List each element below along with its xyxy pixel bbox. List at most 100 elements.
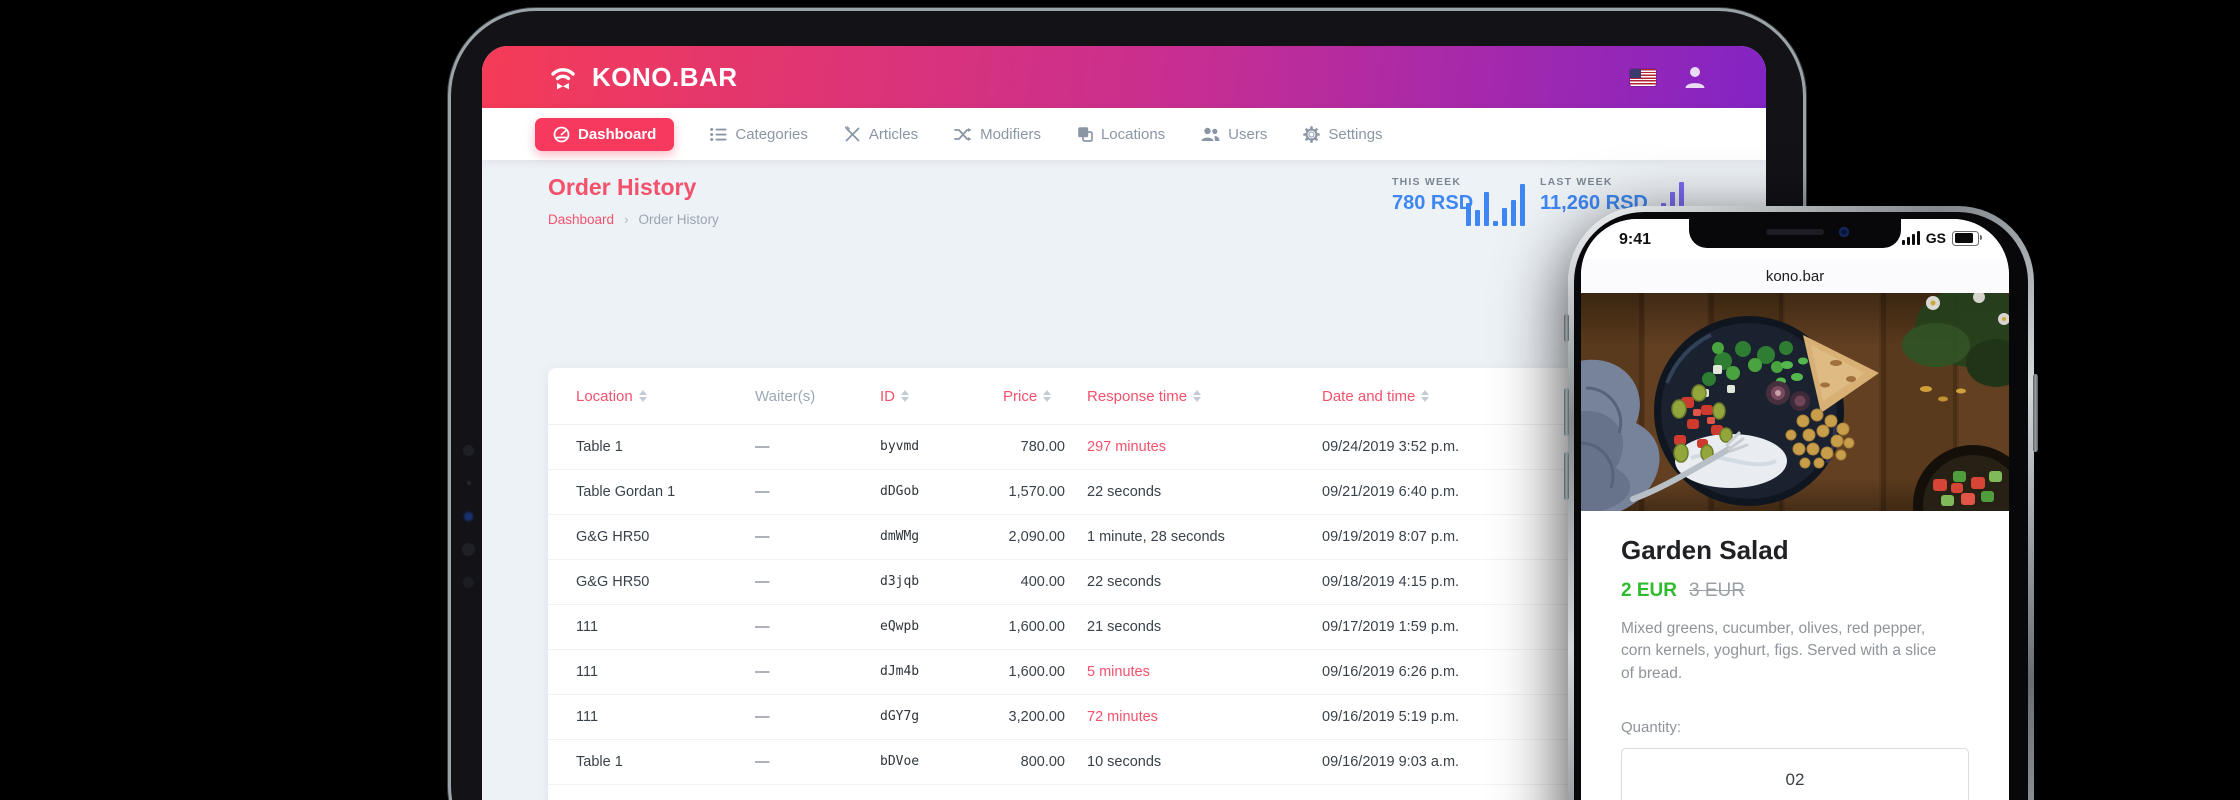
cell-id: dDGob [880,484,920,499]
breadcrumb-dashboard-link[interactable]: Dashboard [548,212,615,227]
breadcrumb: Dashboard › Order History [548,212,719,227]
wifi-bowtie-logo-icon [551,68,575,90]
stat-this-week: THIS WEEK 780 RSD [1392,176,1473,215]
brand-name: KONO.BAR [592,61,738,92]
order-history-table: Location Waiter(s) ID Price Response time Dat… [548,368,1700,800]
column-header-price[interactable]: Price [1003,368,1052,424]
product-name: Garden Salad [1621,535,1789,565]
language-flag-icon[interactable] [1630,68,1656,86]
page-content: Order History Dashboard › Order History … [482,160,1766,800]
cell-location: Table 1 [576,753,623,770]
cell-price: 1,600.00 [1008,663,1065,680]
cell-price: 400.00 [1020,573,1065,590]
tab-label: Users [1228,125,1268,143]
tab-categories[interactable]: Categories [710,126,808,143]
gauge-icon [553,126,570,142]
battery-icon [1952,230,1982,246]
cell-id: dJm4b [880,664,920,679]
column-header-response-time[interactable]: Response time [1087,368,1202,424]
stat-label: LAST WEEK [1540,176,1613,188]
sort-icon [1193,390,1202,402]
table-row[interactable]: G&G HR50 — dmWMg 2,090.00 1 minute, 28 s… [548,514,1700,560]
cell-response-time: 22 seconds [1087,483,1162,500]
cell-price: 800.00 [1020,753,1065,770]
stat-label: THIS WEEK [1392,176,1462,188]
breadcrumb-separator: › [624,212,629,227]
cell-waiters: — [755,618,770,635]
page-title: Order History [548,174,697,200]
this-week-sparkline [1466,182,1525,226]
phone-notch [1689,219,1901,248]
app-navbar: KONO.BAR [482,46,1766,108]
tab-locations[interactable]: Locations [1077,126,1165,143]
column-header-location[interactable]: Location [576,368,647,424]
tab-label: Modifiers [980,125,1041,143]
table-row[interactable]: G&G HR50 — d3jqb 400.00 22 seconds 09/18… [548,559,1700,605]
cell-date-time: 09/18/2019 4:15 p.m. [1322,573,1460,590]
user-icon[interactable] [1682,64,1708,90]
table-row[interactable]: Table 1 — byvmd 780.00 297 minutes 09/24… [548,424,1700,470]
signal-icon [1901,231,1920,245]
table-row[interactable]: Table Gordan 1 — dDGob 1,570.00 22 secon… [548,469,1700,515]
table-row[interactable]: CafeBar — b5y5b 800.00 19 seconds 09/13/… [548,784,1700,800]
cell-price: 2,090.00 [1008,528,1065,545]
tablet-screen: KONO.BAR Das [482,46,1766,800]
cell-waiters: — [755,753,770,770]
tab-articles[interactable]: Articles [844,126,918,143]
tablet-camera2-icon [462,543,475,556]
sort-icon [901,390,909,402]
cell-response-time: 72 minutes [1087,708,1158,725]
sort-icon [1043,390,1052,402]
table-row[interactable]: Table 1 — bDVoe 800.00 10 seconds 09/16/… [548,739,1700,785]
cell-location: 111 [576,618,599,635]
table-row[interactable]: 111 — dGY7g 3,200.00 72 minutes 09/16/20… [548,694,1700,740]
speaker-icon [1766,229,1824,235]
tablet-lens-icon [465,513,472,520]
column-header-waiter-s-: Waiter(s) [755,387,816,405]
browser-title-bar[interactable]: kono.bar [1581,259,2009,294]
tablet-camera3-icon [463,577,474,588]
sort-icon [638,390,647,402]
tab-settings[interactable]: Settings [1303,126,1383,143]
sort-icon [1421,390,1430,402]
tab-label: Categories [735,125,808,143]
product-price: 2 EUR [1621,580,1677,601]
cell-price: 780.00 [1020,438,1065,455]
tab-label: Locations [1100,125,1166,143]
cell-response-time: 21 seconds [1087,618,1162,635]
column-header-id[interactable]: ID [880,368,909,424]
cell-price: 800.00 [935,784,1065,800]
cell-response-time: 22 seconds [1087,573,1162,590]
phone-device: 9:41 GS kono.bar [1564,206,2038,800]
column-header-date-and-time[interactable]: Date and time [1322,368,1430,424]
tab-label: Dashboard [578,125,657,143]
quantity-label: Quantity: [1621,719,1682,737]
tab-dashboard[interactable]: Dashboard [535,117,675,151]
phone-screen: 9:41 GS kono.bar [1581,219,2009,800]
cell-id: dGY7g [880,709,920,724]
cell-response-time: 19 seconds [1087,784,1307,800]
brand-logo[interactable]: KONO.BAR [546,60,738,94]
cell-response-time: 5 minutes [1087,663,1150,680]
product-old-price: 3 EUR [1688,580,1745,601]
phone-power-button [2033,374,2038,452]
front-camera-icon [1839,227,1849,237]
cell-price: 1,600.00 [1008,618,1065,635]
tab-users[interactable]: Users [1201,126,1267,143]
tab-modifiers[interactable]: Modifiers [954,126,1041,143]
cell-location: Table Gordan 1 [576,483,676,500]
product-description: Mixed greens, cucumber, olives, red pepp… [1621,620,1937,682]
cell-id: bDVoe [880,754,920,769]
table-row[interactable]: 111 — eQwpb 1,600.00 21 seconds 09/17/20… [548,604,1700,650]
cell-date-time: 09/16/2019 9:03 a.m. [1322,753,1460,770]
cell-id: eQwpb [880,619,920,634]
cell-waiters: — [755,573,770,590]
cell-date-time: 09/19/2019 8:07 p.m. [1322,528,1460,545]
main-nav-tabs: Dashboard Categories Articles [482,108,1766,160]
table-header-row: Location Waiter(s) ID Price Response time Dat… [548,368,1700,425]
table-row[interactable]: 111 — dJm4b 1,600.00 5 minutes 09/16/201… [548,649,1700,695]
browser-title: kono.bar [1765,267,1825,285]
quantity-input[interactable]: 02 [1621,748,1969,800]
tablet-device: KONO.BAR Das [448,8,1806,800]
